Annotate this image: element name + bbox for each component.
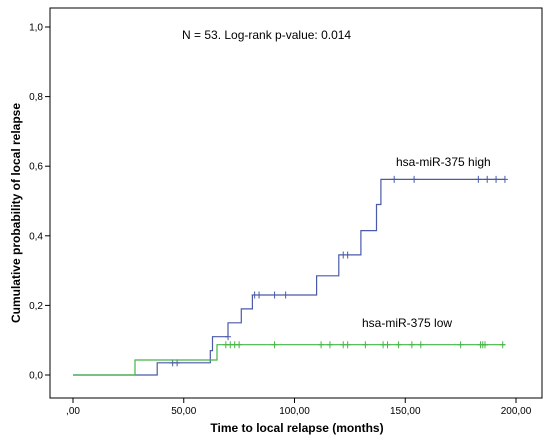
censor-mark bbox=[384, 341, 391, 349]
censor-mark bbox=[318, 341, 325, 349]
y-tick-label: 0,4 bbox=[29, 231, 43, 242]
censor-mark bbox=[344, 341, 351, 349]
series-line-low bbox=[73, 344, 505, 376]
x-tick-label: 200,00 bbox=[501, 406, 532, 417]
censor-mark bbox=[271, 341, 278, 349]
chart-annotation: N = 53. Log-rank p-value: 0.014 bbox=[182, 28, 351, 42]
series-line-high bbox=[73, 178, 505, 376]
censor-mark bbox=[493, 175, 500, 183]
y-axis-title: Cumulative probability of local relapse bbox=[9, 103, 23, 323]
x-tick-label: ,00 bbox=[66, 406, 80, 417]
censor-mark bbox=[408, 341, 415, 349]
x-tick-label: 50,00 bbox=[171, 406, 196, 417]
censor-mark bbox=[282, 291, 289, 299]
censor-mark bbox=[417, 341, 424, 349]
y-tick-label: 0,6 bbox=[29, 162, 43, 173]
censor-mark bbox=[391, 175, 398, 183]
x-axis-title: Time to local relapse (months) bbox=[210, 421, 383, 435]
censor-mark bbox=[484, 175, 491, 183]
censor-mark bbox=[256, 291, 263, 299]
y-tick-label: 0,8 bbox=[29, 92, 43, 103]
series-low bbox=[73, 341, 506, 376]
series-label-high: hsa-miR-375 high bbox=[396, 155, 491, 169]
censor-mark bbox=[475, 175, 482, 183]
censor-mark bbox=[457, 341, 464, 349]
censor-mark bbox=[499, 341, 506, 349]
series-layer bbox=[73, 175, 508, 376]
x-tick-label: 150,00 bbox=[390, 406, 421, 417]
series-label-low: hsa-miR-375 low bbox=[362, 316, 452, 330]
series-high bbox=[73, 175, 508, 376]
y-tick-label: 0,2 bbox=[29, 301, 43, 312]
censor-mark bbox=[395, 341, 402, 349]
y-tick-label: 0,0 bbox=[29, 371, 43, 382]
plot-area bbox=[49, 7, 543, 399]
censor-mark bbox=[481, 341, 488, 349]
censor-mark bbox=[326, 341, 333, 349]
censor-mark bbox=[344, 251, 351, 259]
censor-mark bbox=[501, 175, 508, 183]
censor-mark bbox=[271, 291, 278, 299]
censor-mark bbox=[236, 341, 243, 349]
x-tick-label: 100,00 bbox=[279, 406, 310, 417]
censor-mark bbox=[411, 175, 418, 183]
y-tick-label: 1,0 bbox=[29, 23, 43, 34]
censor-mark bbox=[225, 333, 232, 341]
censor-mark bbox=[362, 341, 369, 349]
axis-ticks: 0,0 0,2 0,4 0,6 0,8 1,0 ,00 50,00 100,00 150,00 20… bbox=[29, 23, 532, 418]
